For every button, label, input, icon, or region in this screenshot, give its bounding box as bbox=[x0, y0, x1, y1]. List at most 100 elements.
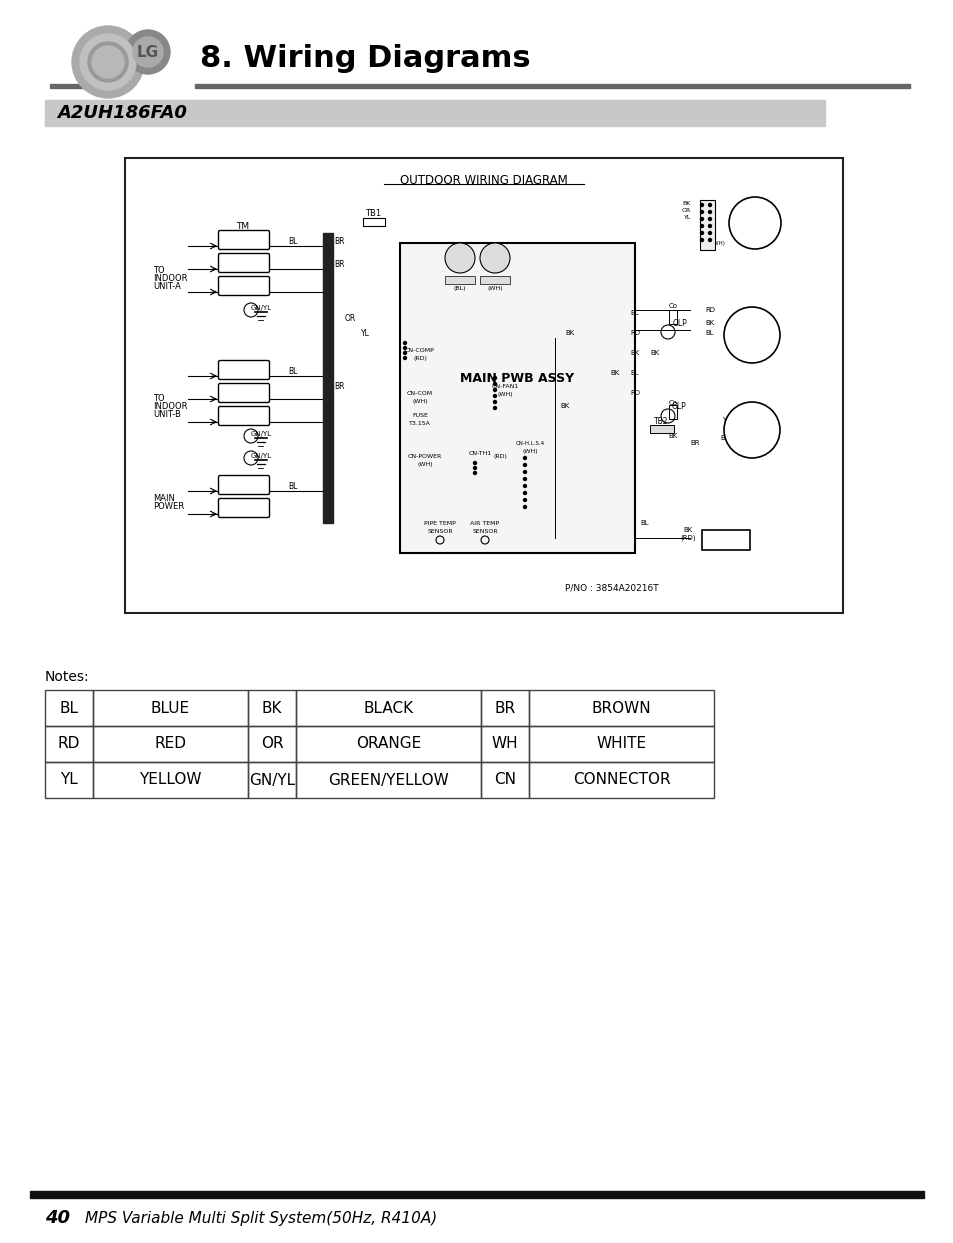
Circle shape bbox=[444, 242, 475, 273]
Text: RD: RD bbox=[629, 390, 639, 397]
Text: 40: 40 bbox=[45, 1209, 70, 1227]
Text: CN-H.L.S.4: CN-H.L.S.4 bbox=[515, 440, 544, 445]
Circle shape bbox=[708, 225, 711, 227]
Text: RD: RD bbox=[58, 737, 80, 752]
Text: BK: BK bbox=[559, 403, 569, 409]
Circle shape bbox=[523, 456, 526, 460]
Bar bbox=[479, 276, 510, 283]
Text: P/NO : 3854A20216T: P/NO : 3854A20216T bbox=[564, 583, 658, 593]
Bar bbox=[480, 762, 529, 798]
FancyBboxPatch shape bbox=[218, 254, 269, 272]
Text: BR: BR bbox=[494, 701, 515, 716]
Circle shape bbox=[403, 357, 406, 359]
Text: SENSOR: SENSOR bbox=[427, 528, 453, 533]
Circle shape bbox=[88, 42, 128, 82]
Text: CN-COM: CN-COM bbox=[407, 390, 433, 395]
Text: S: S bbox=[771, 332, 776, 338]
Text: TB2: TB2 bbox=[653, 416, 667, 425]
Circle shape bbox=[700, 204, 702, 206]
Text: BLACK: BLACK bbox=[363, 701, 414, 716]
Text: FUSE: FUSE bbox=[412, 413, 428, 418]
Circle shape bbox=[493, 383, 496, 385]
Text: BK: BK bbox=[610, 370, 619, 375]
Text: BL: BL bbox=[59, 701, 78, 716]
Text: CN-LEV1: CN-LEV1 bbox=[483, 277, 506, 282]
Text: TO: TO bbox=[152, 394, 165, 403]
Circle shape bbox=[700, 231, 702, 235]
Text: Co: Co bbox=[668, 303, 677, 310]
Text: BL: BL bbox=[630, 310, 639, 316]
Text: 1(L): 1(L) bbox=[233, 235, 255, 245]
Bar bbox=[248, 690, 295, 726]
Text: 4WV: 4WV bbox=[713, 534, 738, 544]
Circle shape bbox=[723, 401, 780, 457]
FancyBboxPatch shape bbox=[218, 360, 269, 379]
FancyBboxPatch shape bbox=[218, 498, 269, 517]
Text: BR: BR bbox=[335, 260, 345, 268]
Bar bbox=[248, 726, 295, 762]
Text: RD: RD bbox=[629, 329, 639, 336]
Circle shape bbox=[523, 471, 526, 474]
Text: (WH): (WH) bbox=[521, 449, 537, 454]
Bar bbox=[92, 690, 248, 726]
Text: (WH): (WH) bbox=[710, 240, 724, 246]
Text: GREEN/YELLOW: GREEN/YELLOW bbox=[328, 772, 449, 788]
Text: WH: WH bbox=[491, 737, 517, 752]
Circle shape bbox=[403, 342, 406, 344]
Bar bbox=[45, 690, 92, 726]
Circle shape bbox=[493, 389, 496, 392]
Text: BK: BK bbox=[682, 527, 692, 533]
Text: CN-TH1: CN-TH1 bbox=[468, 450, 491, 455]
Text: YL: YL bbox=[721, 416, 729, 423]
Circle shape bbox=[71, 26, 144, 98]
Text: SENSOR: SENSOR bbox=[472, 528, 497, 533]
Text: BL: BL bbox=[640, 520, 649, 526]
Bar bbox=[45, 99, 824, 126]
Bar bbox=[529, 690, 713, 726]
Text: RED: RED bbox=[154, 737, 186, 752]
Text: COMP-A: COMP-A bbox=[739, 331, 774, 339]
Circle shape bbox=[700, 210, 702, 214]
FancyBboxPatch shape bbox=[218, 476, 269, 495]
Circle shape bbox=[708, 239, 711, 241]
Text: BK: BK bbox=[630, 351, 639, 355]
Circle shape bbox=[708, 231, 711, 235]
Bar bbox=[295, 762, 480, 798]
Bar bbox=[323, 232, 333, 523]
Text: CN-POWER: CN-POWER bbox=[408, 454, 441, 459]
Text: Co: Co bbox=[668, 400, 677, 406]
Text: GN/YL: GN/YL bbox=[251, 452, 272, 459]
Circle shape bbox=[403, 347, 406, 349]
Bar bbox=[529, 726, 713, 762]
Text: BK: BK bbox=[668, 433, 677, 439]
Text: OR: OR bbox=[681, 208, 690, 213]
Circle shape bbox=[700, 225, 702, 227]
Text: (WH): (WH) bbox=[416, 461, 433, 466]
Text: COMP-B: COMP-B bbox=[739, 425, 774, 435]
Text: (RD): (RD) bbox=[493, 454, 506, 459]
Text: AIR TEMP: AIR TEMP bbox=[470, 521, 499, 526]
Text: 8. Wiring Diagrams: 8. Wiring Diagrams bbox=[200, 44, 530, 72]
Text: (RD): (RD) bbox=[413, 355, 427, 360]
Bar bbox=[30, 1195, 923, 1198]
Text: T3.15A: T3.15A bbox=[409, 420, 431, 425]
Text: YELLOW: YELLOW bbox=[139, 772, 201, 788]
Text: MPS Variable Multi Split System(50Hz, R410A): MPS Variable Multi Split System(50Hz, R4… bbox=[85, 1211, 436, 1226]
Circle shape bbox=[728, 196, 781, 249]
Text: BR: BR bbox=[335, 382, 345, 390]
Circle shape bbox=[132, 37, 163, 67]
Bar bbox=[668, 405, 677, 419]
Circle shape bbox=[473, 461, 476, 465]
Circle shape bbox=[708, 218, 711, 220]
Text: GN/YL: GN/YL bbox=[251, 431, 272, 438]
Bar bbox=[649, 425, 673, 433]
Circle shape bbox=[493, 394, 496, 398]
Circle shape bbox=[523, 506, 526, 508]
Bar bbox=[295, 690, 480, 726]
Text: BK: BK bbox=[704, 319, 714, 326]
Text: BR: BR bbox=[720, 435, 729, 441]
Text: YL: YL bbox=[60, 772, 78, 788]
Circle shape bbox=[493, 400, 496, 404]
Bar bbox=[194, 85, 909, 88]
Text: (WH): (WH) bbox=[412, 399, 427, 404]
